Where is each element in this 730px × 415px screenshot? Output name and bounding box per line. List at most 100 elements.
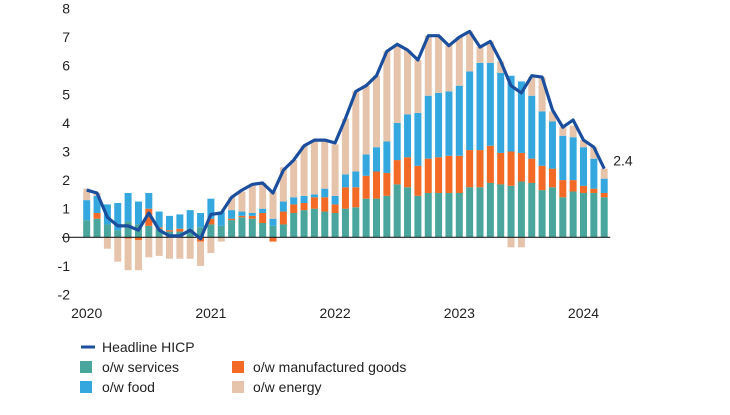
bar-energy — [134, 240, 142, 271]
bar-food — [176, 214, 184, 229]
bar-food — [134, 201, 142, 225]
bar-manufactured — [393, 160, 401, 185]
bar-manufactured — [414, 165, 422, 196]
bar-food — [186, 210, 194, 229]
bar-manufactured — [548, 168, 556, 188]
bar-energy — [538, 77, 546, 112]
bar-energy — [383, 51, 391, 142]
legend-label-manufactured: o/w manufactured goods — [253, 359, 406, 375]
bar-food — [404, 114, 412, 158]
bar-services — [217, 225, 225, 238]
bar-energy — [217, 237, 225, 242]
bar-services — [548, 187, 556, 238]
bar-food — [435, 92, 443, 158]
y-tick-label: 2 — [62, 172, 70, 188]
bar-energy — [517, 237, 525, 248]
bar-services — [373, 198, 380, 238]
bar-services — [310, 208, 318, 238]
bar-food — [269, 218, 277, 226]
bar-food — [300, 195, 308, 203]
bar-services — [300, 210, 308, 238]
bar-services — [538, 190, 546, 238]
bar-services — [486, 182, 494, 238]
bar-food — [362, 154, 370, 176]
bar-services — [424, 192, 432, 238]
bar-services — [445, 192, 453, 238]
bar-food — [166, 215, 173, 231]
bar-energy — [424, 35, 432, 96]
bar-manufactured — [538, 165, 546, 191]
bar-services — [248, 218, 256, 238]
y-tick-label: 3 — [62, 144, 70, 160]
bar-food — [124, 192, 132, 222]
bar-energy — [248, 185, 256, 213]
bar-manufactured — [559, 180, 567, 198]
stacked-bars — [83, 31, 608, 271]
bar-energy — [580, 140, 587, 148]
y-tick-label: 7 — [62, 29, 70, 45]
bar-energy — [352, 91, 360, 172]
bar-services — [114, 230, 122, 238]
legend-label-headline: Headline HICP — [102, 339, 195, 355]
bar-manufactured — [176, 228, 184, 232]
x-axis-ticks: 2020 2021 2022 2023 2024 — [71, 305, 599, 321]
bar-energy — [404, 49, 412, 115]
bar-services — [559, 197, 567, 238]
bar-manufactured — [476, 150, 484, 188]
bar-energy — [590, 147, 598, 159]
x-tick-label: 2020 — [71, 305, 102, 321]
bar-energy — [103, 237, 111, 249]
bar-food — [155, 211, 163, 228]
bar-manufactured — [466, 150, 474, 188]
bar-manufactured — [145, 208, 153, 226]
bar-food — [373, 147, 380, 172]
bar-food — [383, 141, 391, 173]
bar-manufactured — [248, 215, 256, 219]
end-value-label: 2.4 — [613, 153, 633, 169]
bar-manufactured — [279, 211, 287, 225]
bar-services — [197, 227, 205, 238]
bar-services — [352, 207, 360, 238]
bar-manufactured — [569, 180, 577, 192]
bar-energy — [569, 125, 577, 138]
bar-services — [145, 225, 153, 238]
bar-food — [590, 158, 598, 189]
bar-energy — [300, 145, 308, 196]
bar-manufactured — [373, 171, 380, 199]
bar-food — [341, 174, 349, 188]
bar-manufactured — [228, 218, 236, 221]
bar-manufactured — [352, 187, 360, 208]
bar-energy — [269, 191, 277, 219]
bar-energy — [362, 85, 370, 155]
bar-manufactured — [455, 155, 463, 193]
bar-energy — [600, 168, 608, 179]
bar-manufactured — [517, 152, 525, 182]
bar-manufactured — [321, 197, 329, 212]
bar-food — [145, 192, 153, 209]
bar-services — [155, 228, 163, 238]
bar-energy — [414, 59, 422, 113]
bar-manufactured — [259, 212, 267, 223]
bar-services — [507, 185, 515, 238]
bar-services — [279, 224, 287, 238]
bar-services — [269, 225, 277, 238]
legend: Headline HICP o/w services o/w food o/w … — [80, 339, 406, 395]
bar-services — [238, 217, 246, 238]
bar-services — [321, 211, 329, 238]
bar-services — [404, 187, 412, 238]
bar-food — [83, 200, 91, 221]
bar-services — [414, 195, 422, 238]
bar-energy — [331, 144, 339, 196]
bar-services — [362, 198, 370, 238]
bar-services — [393, 184, 401, 238]
bar-energy — [435, 35, 443, 93]
bar-manufactured — [300, 202, 308, 211]
bar-services — [207, 224, 215, 238]
bar-food — [248, 212, 256, 216]
y-tick-label: 8 — [62, 1, 70, 17]
bar-food — [238, 211, 246, 216]
bar-manufactured — [435, 157, 443, 193]
bar-energy — [528, 77, 536, 96]
x-tick-label: 2022 — [320, 305, 351, 321]
